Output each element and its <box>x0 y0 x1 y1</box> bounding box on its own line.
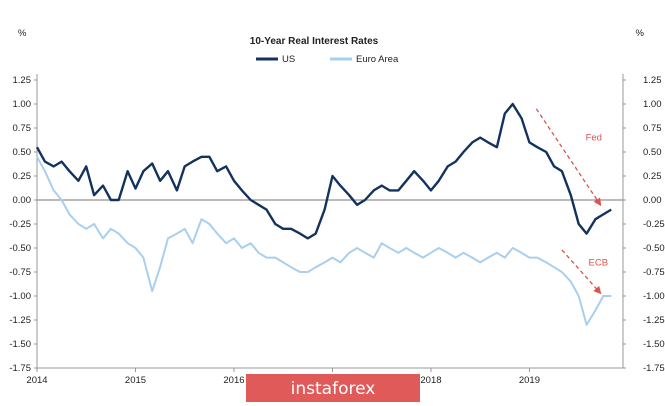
x-tick-label: 2018 <box>420 375 441 386</box>
y-tick-label-right: -1.75 <box>643 363 665 374</box>
y-tick-label-right: -1.50 <box>643 339 665 350</box>
y-tick-label-right: -1.00 <box>643 291 665 302</box>
y-tick-label-right: -1.25 <box>643 315 665 326</box>
y-tick-label-right: -0.50 <box>643 243 665 254</box>
y-tick-label-right: 1.25 <box>643 75 662 86</box>
right-axis-unit: % <box>636 28 645 39</box>
y-tick-label-right: 0.75 <box>643 123 662 134</box>
y-tick-label-left: -0.25 <box>9 219 31 230</box>
y-tick-label-right: 0.50 <box>643 147 662 158</box>
watermark-text: instaforex <box>291 379 376 399</box>
axes: 1.25 1.25 1.00 1.00 0.75 0.75 0.50 0.50 0.25 0.25… <box>9 74 665 386</box>
annotations: Fed ECB <box>535 108 609 295</box>
legend-label-us: US <box>282 54 295 65</box>
y-tick-label-right: 0.25 <box>643 171 662 182</box>
y-tick-label-right: -0.75 <box>643 267 665 278</box>
y-tick-label-right: 0.00 <box>643 195 662 206</box>
annotation-label-ecb: ECB <box>589 257 609 268</box>
x-tick-label: 2014 <box>26 375 47 386</box>
x-tick-label: 2016 <box>223 375 244 386</box>
y-tick-label-left: -1.50 <box>9 339 31 350</box>
y-tick-label-left: -0.50 <box>9 243 31 254</box>
x-tick-label: 2015 <box>125 375 146 386</box>
watermark: instaforex <box>246 374 420 402</box>
y-tick-label-right: 1.00 <box>643 99 662 110</box>
y-tick-label-left: 0.25 <box>13 171 32 182</box>
series-line-us <box>35 102 612 240</box>
chart-title: 10-Year Real Interest Rates <box>250 36 379 47</box>
y-tick-label-left: -1.75 <box>9 363 31 374</box>
annotation-arrow-ecb <box>561 249 602 295</box>
y-tick-label-left: 0.00 <box>13 195 32 206</box>
y-tick-label-left: -1.25 <box>9 315 31 326</box>
x-tick-label: 2019 <box>519 375 540 386</box>
y-tick-label-left: -1.00 <box>9 291 31 302</box>
y-tick-label-left: 0.50 <box>13 147 32 158</box>
y-tick-label-right: -0.25 <box>643 219 665 230</box>
watermark-banner <box>246 374 420 402</box>
left-axis-unit: % <box>18 28 27 39</box>
legend: US Euro Area <box>256 54 399 65</box>
y-tick-label-left: 0.75 <box>13 123 32 134</box>
annotation-arrow-fed <box>535 108 602 207</box>
series-line-euro-area <box>36 156 612 326</box>
y-tick-label-left: 1.25 <box>13 75 32 86</box>
annotation-label-fed: Fed <box>586 132 602 143</box>
y-tick-label-left: 1.00 <box>13 99 32 110</box>
series-layer <box>35 102 612 326</box>
legend-label-euro-area: Euro Area <box>356 54 399 65</box>
y-tick-label-left: -0.75 <box>9 267 31 278</box>
